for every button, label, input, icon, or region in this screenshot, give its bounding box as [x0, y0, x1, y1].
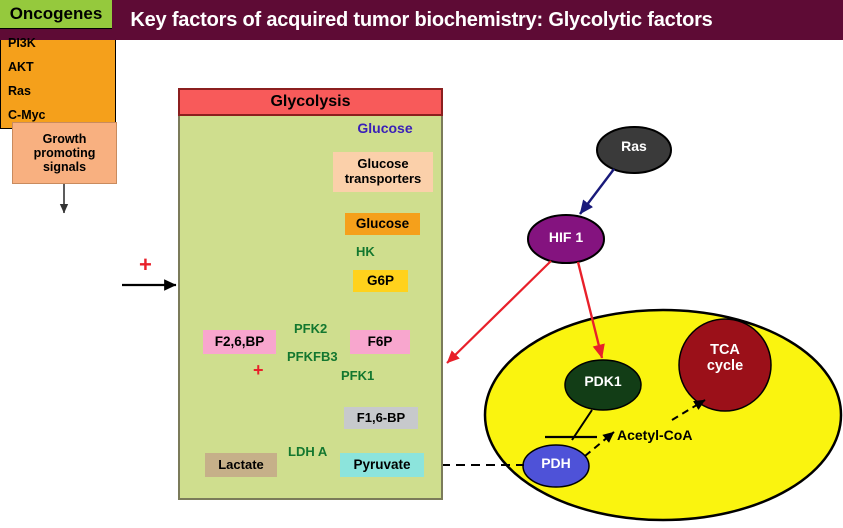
node-glucose-transporters[interactable]: Glucose transporters: [333, 152, 433, 192]
glycolysis-panel: [178, 88, 443, 500]
ras-label: Ras: [621, 138, 647, 154]
node-glucose[interactable]: Glucose: [345, 213, 420, 235]
enzyme-label-pfkfb3: PFKFB3: [287, 349, 338, 364]
growth-line-1: Growth: [42, 132, 87, 146]
glycolysis-panel-header: Glycolysis: [178, 88, 443, 116]
tca-line-1: TCA: [710, 342, 740, 358]
node-f6p[interactable]: F6P: [350, 330, 410, 354]
node-lactate[interactable]: Lactate: [205, 453, 277, 477]
oncogenes-box[interactable]: Oncogenes PI3K AKT Ras C-Myc: [0, 0, 116, 129]
page-title: Key factors of acquired tumor biochemist…: [130, 9, 713, 31]
node-f26bp[interactable]: F2,6,BP: [203, 330, 276, 354]
enzyme-label-pfk1: PFK1: [341, 368, 375, 383]
node-g6p[interactable]: G6P: [353, 270, 408, 292]
growth-promoting-signals-box[interactable]: Growth promoting signals: [12, 122, 117, 184]
pdk1-label: PDK1: [584, 373, 622, 389]
tca-line-2: cycle: [706, 357, 744, 374]
tca-cycle-circle[interactable]: [678, 318, 772, 412]
acetyl-coa-label: Acetyl-CoA: [617, 427, 693, 443]
growth-line-3: signals: [42, 160, 87, 174]
pdk1-ellipse[interactable]: [564, 359, 642, 411]
hif1-ellipse[interactable]: [527, 214, 605, 264]
pdh-ellipse[interactable]: [522, 444, 590, 488]
activation-plus-sign: +: [139, 252, 152, 277]
node-pyruvate[interactable]: Pyruvate: [340, 453, 424, 477]
enzyme-label-hk: HK: [356, 244, 375, 259]
title-bar: [0, 0, 843, 40]
enzyme-label-pfk2: PFK2: [294, 321, 328, 336]
tumor-cell-ellipse: [483, 308, 843, 522]
oncogenes-header: Oncogenes: [0, 0, 112, 29]
growth-line-2: promoting: [33, 146, 96, 160]
transporters-line-1: Glucose: [357, 156, 409, 172]
ras-ellipse[interactable]: [596, 126, 672, 174]
oncogene-item-cmyc: C-Myc: [8, 108, 46, 122]
hif1-label: HIF 1: [548, 229, 584, 245]
enzyme-label-ldha: LDH A: [288, 444, 328, 459]
pdh-label: PDH: [541, 455, 571, 471]
tca-cycle-label: TCA cycle: [692, 342, 758, 375]
pfk1-activation-plus-sign: +: [253, 360, 264, 380]
oncogene-item-akt: AKT: [8, 60, 34, 74]
oncogene-item-pi3k: PI3K: [8, 36, 36, 50]
node-f16bp[interactable]: F1,6-BP: [344, 407, 418, 429]
node-glucose-extracellular[interactable]: Glucose: [357, 120, 413, 137]
transporters-line-2: transporters: [344, 171, 422, 186]
oncogene-item-ras: Ras: [8, 84, 31, 98]
